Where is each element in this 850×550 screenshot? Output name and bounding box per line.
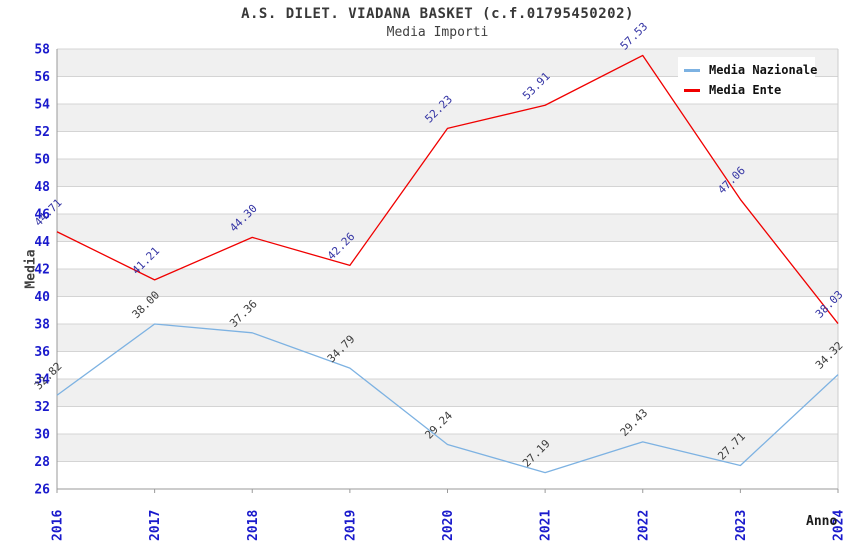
- legend-label-ente: Media Ente: [709, 83, 782, 97]
- grid-band: [57, 296, 838, 324]
- y-tick-label: 38: [34, 318, 50, 333]
- y-tick-label: 32: [34, 400, 50, 415]
- y-tick-label: 40: [34, 290, 50, 305]
- y-tick-label: 36: [34, 345, 50, 360]
- x-tick-label: 2019: [343, 510, 358, 541]
- grid-band: [57, 159, 838, 187]
- grid-band: [57, 351, 838, 379]
- grid-band: [57, 241, 838, 269]
- legend: Media Nazionale Media Ente: [678, 57, 818, 103]
- y-axis-title: Media: [23, 249, 39, 289]
- y-tick-label: 46: [34, 208, 50, 223]
- legend-label-nazionale: Media Nazionale: [709, 63, 818, 77]
- x-tick-label: 2017: [148, 510, 163, 541]
- y-tick-label: 54: [34, 98, 50, 113]
- grid-band: [57, 269, 838, 297]
- y-tick-label: 44: [34, 235, 50, 250]
- grid-band: [57, 214, 838, 242]
- y-tick-label: 52: [34, 125, 50, 140]
- series-line-nazionale: [56, 323, 839, 474]
- y-tick-label: 50: [34, 153, 50, 168]
- grid-band: [57, 104, 838, 132]
- chart-subtitle: Media Importi: [386, 25, 489, 40]
- grid-band: [57, 434, 838, 462]
- y-tick-label: 34: [34, 373, 50, 388]
- grid-band: [57, 461, 838, 489]
- y-tick-label: 28: [34, 455, 50, 470]
- x-tick-label: 2022: [636, 510, 651, 541]
- point-label: 57.53: [618, 20, 651, 53]
- grid-band: [57, 131, 838, 159]
- grid-band: [57, 324, 838, 352]
- legend-item-media-ente: Media Ente: [678, 80, 815, 100]
- y-tick-label: 26: [34, 483, 50, 498]
- legend-line-swatch-ente: [684, 88, 700, 92]
- y-tick-label: 58: [34, 43, 50, 58]
- x-tick-label: 2018: [246, 510, 261, 541]
- x-tick-label: 2024: [832, 510, 847, 541]
- grid-band: [57, 186, 838, 214]
- grid-band: [57, 379, 838, 407]
- x-tick-label: 2016: [51, 510, 66, 541]
- x-axis-title: Anno: [806, 514, 838, 529]
- legend-item-media-nazionale: Media Nazionale: [678, 60, 818, 80]
- y-tick-label: 42: [34, 263, 50, 278]
- grid-band: [57, 406, 838, 434]
- y-tick-label: 48: [34, 180, 50, 195]
- y-tick-label: 30: [34, 428, 50, 443]
- y-tick-label: 56: [34, 70, 50, 85]
- chart-title: A.S. DILET. VIADANA BASKET (c.f.01795450…: [241, 6, 634, 22]
- x-tick-label: 2023: [734, 510, 749, 541]
- series-line-ente: [56, 54, 839, 324]
- legend-line-swatch-nazionale: [684, 68, 700, 72]
- x-tick-label: 2020: [441, 510, 456, 541]
- x-tick-label: 2021: [539, 510, 554, 541]
